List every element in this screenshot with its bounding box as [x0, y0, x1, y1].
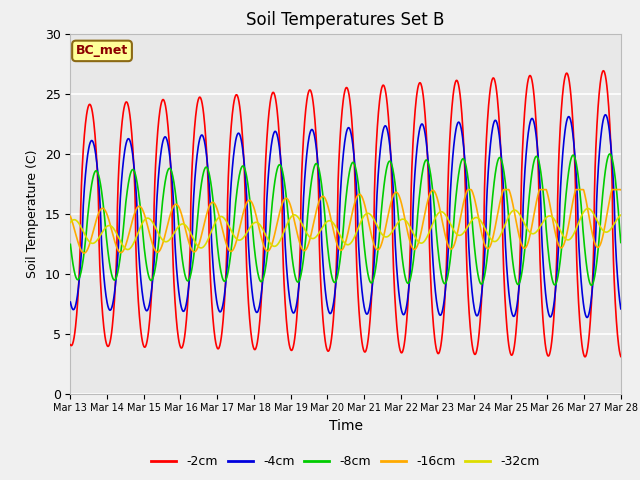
Title: Soil Temperatures Set B: Soil Temperatures Set B: [246, 11, 445, 29]
Y-axis label: Soil Temperature (C): Soil Temperature (C): [26, 149, 39, 278]
Legend: -2cm, -4cm, -8cm, -16cm, -32cm: -2cm, -4cm, -8cm, -16cm, -32cm: [147, 450, 545, 473]
X-axis label: Time: Time: [328, 419, 363, 433]
Text: BC_met: BC_met: [76, 44, 128, 58]
